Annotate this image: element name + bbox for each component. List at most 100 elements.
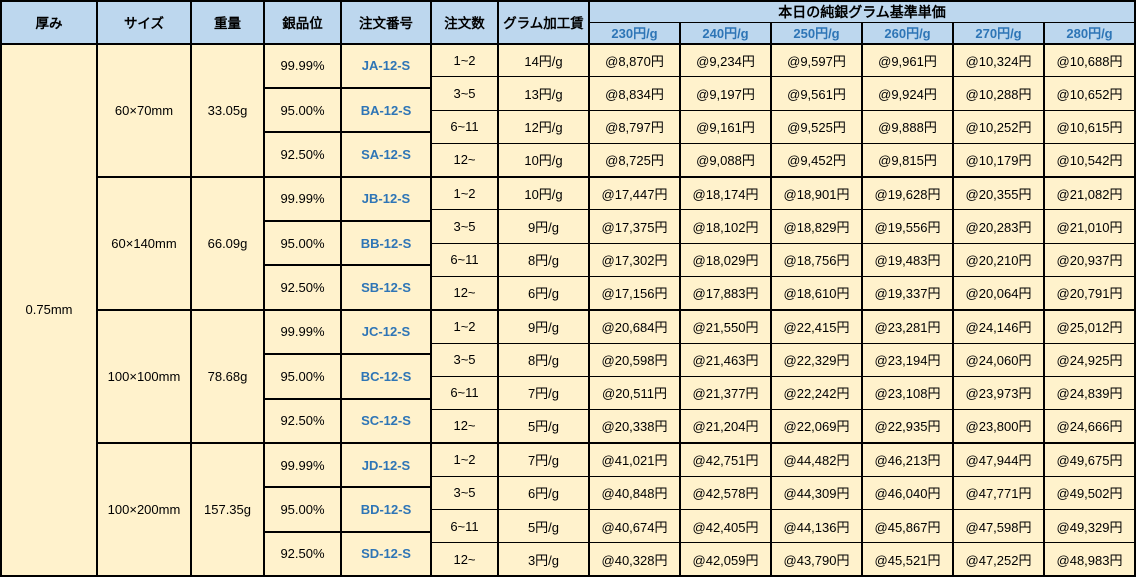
order-no-cell: SC-12-S (340, 397, 432, 444)
price-cell: @22,329円 (770, 342, 863, 377)
price-cell: @40,674円 (588, 508, 681, 544)
weight-cell: 78.68g (190, 308, 265, 444)
purity-cell: 92.50% (263, 397, 342, 444)
price-cell: @21,082円 (1043, 175, 1136, 211)
price-cell: @20,791円 (1043, 275, 1136, 311)
order-no-cell: BC-12-S (340, 353, 432, 400)
table-row: 100×100mm 78.68g 99.99% JC-12-S 1~2 9円/g… (1, 308, 1136, 444)
price-cell: @22,069円 (770, 409, 863, 444)
rate-header-250: 250円/g (770, 22, 863, 45)
fee-cell: 6円/g (497, 475, 590, 510)
price-cell: @23,194円 (861, 342, 954, 377)
price-cell: @17,883円 (679, 275, 772, 311)
table-row: 6~11 5円/g @40,674円 @42,405円 @44,136円 @45… (1, 508, 1136, 544)
price-cell: @20,283円 (952, 209, 1045, 244)
qty-cell: 1~2 (430, 308, 499, 344)
table-row: 92.50% SC-12-S (1, 397, 1135, 444)
price-cell: @17,375円 (588, 209, 681, 244)
price-cell: @17,302円 (588, 242, 681, 277)
price-cell: @49,502円 (1043, 475, 1136, 510)
header-gram-fee: グラム加工賃 (497, 0, 590, 45)
price-cell: @22,935円 (861, 409, 954, 444)
price-cell: @20,684円 (588, 308, 681, 344)
price-cell: @23,973円 (952, 375, 1045, 411)
price-cell: @8,797円 (588, 109, 681, 144)
qty-cell: 6~11 (430, 109, 499, 144)
price-cell: @21,550円 (679, 308, 772, 344)
purity-cell: 92.50% (263, 131, 342, 178)
fee-cell: 8円/g (497, 242, 590, 277)
price-cell: @8,834円 (588, 76, 681, 111)
table-row: 92.50% SB-12-S (1, 264, 1135, 311)
qty-cell: 3~5 (430, 209, 499, 244)
price-cell: @20,937円 (1043, 242, 1136, 277)
price-cell: @19,483円 (861, 242, 954, 277)
price-cell: @20,210円 (952, 242, 1045, 277)
table-row: 95.00% BA-12-S (1, 86, 1135, 133)
table-row: 3~5 9円/g @17,375円 @18,102円 @18,829円 @19,… (1, 209, 1136, 244)
fee-cell: 14円/g (497, 42, 590, 78)
fee-cell: 5円/g (497, 409, 590, 444)
purity-cell: 95.00% (263, 353, 342, 400)
weight-cell: 66.09g (190, 175, 265, 311)
order-no-cell: BA-12-S (340, 86, 432, 133)
table-row: 12~ 10円/g @8,725円 @9,088円 @9,452円 @9,815… (1, 142, 1136, 178)
price-cell: @24,925円 (1043, 342, 1136, 377)
qty-cell: 3~5 (430, 76, 499, 111)
rate-header-270: 270円/g (952, 22, 1045, 45)
price-cell: @20,598円 (588, 342, 681, 377)
qty-cell: 12~ (430, 142, 499, 178)
price-cell: @21,204円 (679, 409, 772, 444)
fee-cell: 13円/g (497, 76, 590, 111)
qty-cell: 6~11 (430, 375, 499, 411)
header-unit-price-title: 本日の純銀グラム基準単価 (588, 0, 1136, 23)
price-cell: @42,751円 (679, 441, 772, 477)
price-cell: @47,598円 (952, 508, 1045, 544)
header-order-qty: 注文数 (430, 0, 499, 45)
qty-cell: 1~2 (430, 42, 499, 78)
price-cell: @8,870円 (588, 42, 681, 78)
price-cell: @44,309円 (770, 475, 863, 510)
price-cell: @18,610円 (770, 275, 863, 311)
price-cell: @40,328円 (588, 542, 681, 577)
table-row: 100×200mm 157.35g 99.99% JD-12-S 1~2 7円/… (1, 441, 1136, 577)
fee-cell: 12円/g (497, 109, 590, 144)
price-cell: @10,288円 (952, 76, 1045, 111)
price-cell: @9,234円 (679, 42, 772, 78)
price-cell: @46,213円 (861, 441, 954, 477)
order-no-cell: BB-12-S (340, 219, 432, 266)
size-cell: 100×200mm (96, 441, 192, 577)
price-cell: @49,329円 (1043, 508, 1136, 544)
qty-cell: 6~11 (430, 242, 499, 277)
fee-cell: 3円/g (497, 542, 590, 577)
fee-cell: 8円/g (497, 342, 590, 377)
table-row: 6~11 12円/g @8,797円 @9,161円 @9,525円 @9,88… (1, 109, 1136, 144)
qty-cell: 6~11 (430, 508, 499, 544)
price-cell: @23,800円 (952, 409, 1045, 444)
table-row: 60×140mm 66.09g 99.99% JB-12-S 1~2 10円/g… (1, 175, 1136, 311)
order-no-cell: JC-12-S (340, 308, 432, 355)
price-cell: @9,161円 (679, 109, 772, 144)
price-cell: @9,452円 (770, 142, 863, 178)
purity-cell: 92.50% (263, 530, 342, 577)
rate-header-240: 240円/g (679, 22, 772, 45)
header-row-1: 厚み サイズ 重量 銀品位 注文番号 注文数 グラム加工賃 本日の純銀グラム基準… (0, 0, 1136, 45)
price-cell: @24,060円 (952, 342, 1045, 377)
fee-cell: 10円/g (497, 142, 590, 178)
purity-cell: 92.50% (263, 264, 342, 311)
price-cell: @18,901円 (770, 175, 863, 211)
size-cell: 100×100mm (96, 308, 192, 444)
order-no-cell: SA-12-S (340, 131, 432, 178)
table-row: 12~ 5円/g @20,338円 @21,204円 @22,069円 @22,… (1, 409, 1136, 444)
price-cell: @21,377円 (679, 375, 772, 411)
price-cell: @21,463円 (679, 342, 772, 377)
price-cell: @8,725円 (588, 142, 681, 178)
fee-cell: 10円/g (497, 175, 590, 211)
order-no-cell: SB-12-S (340, 264, 432, 311)
qty-cell: 1~2 (430, 175, 499, 211)
price-cell: @10,252円 (952, 109, 1045, 144)
header-size: サイズ (96, 0, 192, 45)
purity-cell: 99.99% (263, 42, 342, 89)
price-cell: @18,756円 (770, 242, 863, 277)
fee-cell: 9円/g (497, 209, 590, 244)
